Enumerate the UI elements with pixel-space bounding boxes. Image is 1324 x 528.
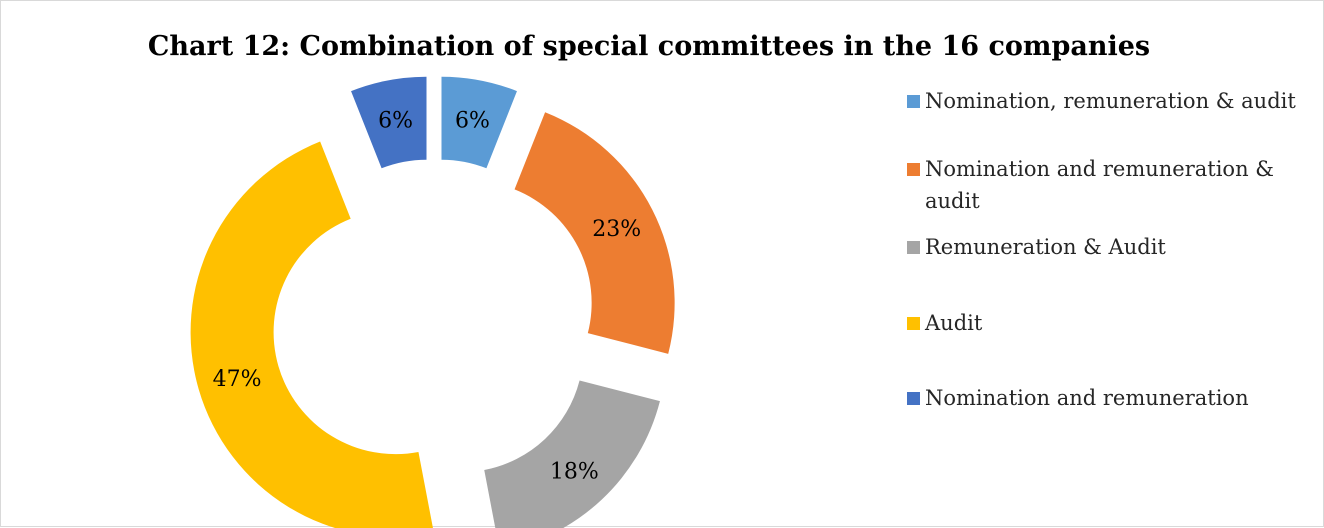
legend-swatch-2 — [907, 241, 920, 254]
slice-2 — [484, 380, 660, 528]
slice-3 — [190, 141, 433, 528]
legend-label-1: Nomination and remuneration & audit — [925, 157, 1274, 213]
slice-label-3: 47% — [213, 367, 262, 392]
legend-label-3: Audit — [925, 311, 983, 335]
chart-title: Chart 12: Combination of special committ… — [147, 31, 1151, 62]
legend-item-4: Nomination and remuneration — [907, 382, 1317, 414]
legend-swatch-3 — [907, 317, 920, 330]
slice-label-1: 23% — [592, 217, 641, 242]
slice-1 — [514, 112, 675, 354]
legend-label-0: Nomination, remuneration & audit — [925, 89, 1296, 113]
legend-label-2: Remuneration & Audit — [925, 235, 1166, 259]
legend-item-1: Nomination and remuneration & audit — [907, 153, 1317, 217]
legend-item-0: Nomination, remuneration & audit — [907, 85, 1317, 117]
slice-0 — [441, 76, 517, 169]
slice-label-0: 6% — [455, 109, 490, 134]
doughnut-chart: 6% 23% 18% 47% 6% — [190, 76, 675, 528]
legend-swatch-0 — [907, 95, 920, 108]
legend-swatch-4 — [907, 392, 920, 405]
legend-item-2: Remuneration & Audit — [907, 231, 1317, 263]
slice-label-2: 18% — [550, 459, 599, 484]
legend-label-4: Nomination and remuneration — [925, 386, 1249, 410]
legend-item-3: Audit — [907, 307, 1317, 339]
slice-label-4: 6% — [378, 109, 413, 134]
slice-4 — [351, 76, 427, 169]
legend-swatch-1 — [907, 163, 920, 176]
